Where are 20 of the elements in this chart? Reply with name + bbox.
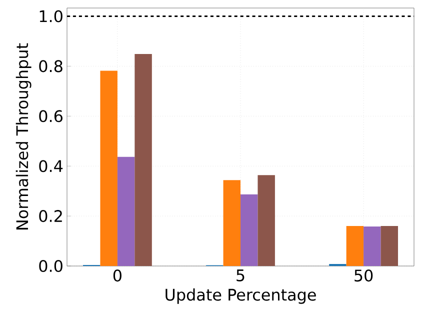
bar — [380, 226, 398, 266]
bar — [134, 54, 152, 266]
x-axis-title: Update Percentage — [166, 288, 316, 304]
bar — [100, 70, 118, 266]
y-tick-label: 0.8 — [39, 60, 62, 72]
bar — [346, 226, 364, 266]
y-tick-label: 1.0 — [40, 10, 62, 22]
bar — [240, 194, 258, 266]
bar — [364, 226, 381, 266]
y-axis-title: Normalized Throughput — [16, 43, 32, 230]
x-tick-label: 5 — [236, 270, 244, 282]
bar — [258, 175, 275, 266]
bar — [223, 180, 240, 266]
y-tick-label: 0.6 — [39, 110, 62, 122]
x-tick-label: 50 — [354, 270, 373, 282]
y-tick-label: 0.2 — [39, 210, 62, 222]
y-tick-label: 0.0 — [39, 260, 62, 272]
y-tick-label: 0.4 — [39, 160, 63, 172]
x-tick-label: 0 — [113, 270, 122, 282]
bar — [117, 156, 135, 266]
